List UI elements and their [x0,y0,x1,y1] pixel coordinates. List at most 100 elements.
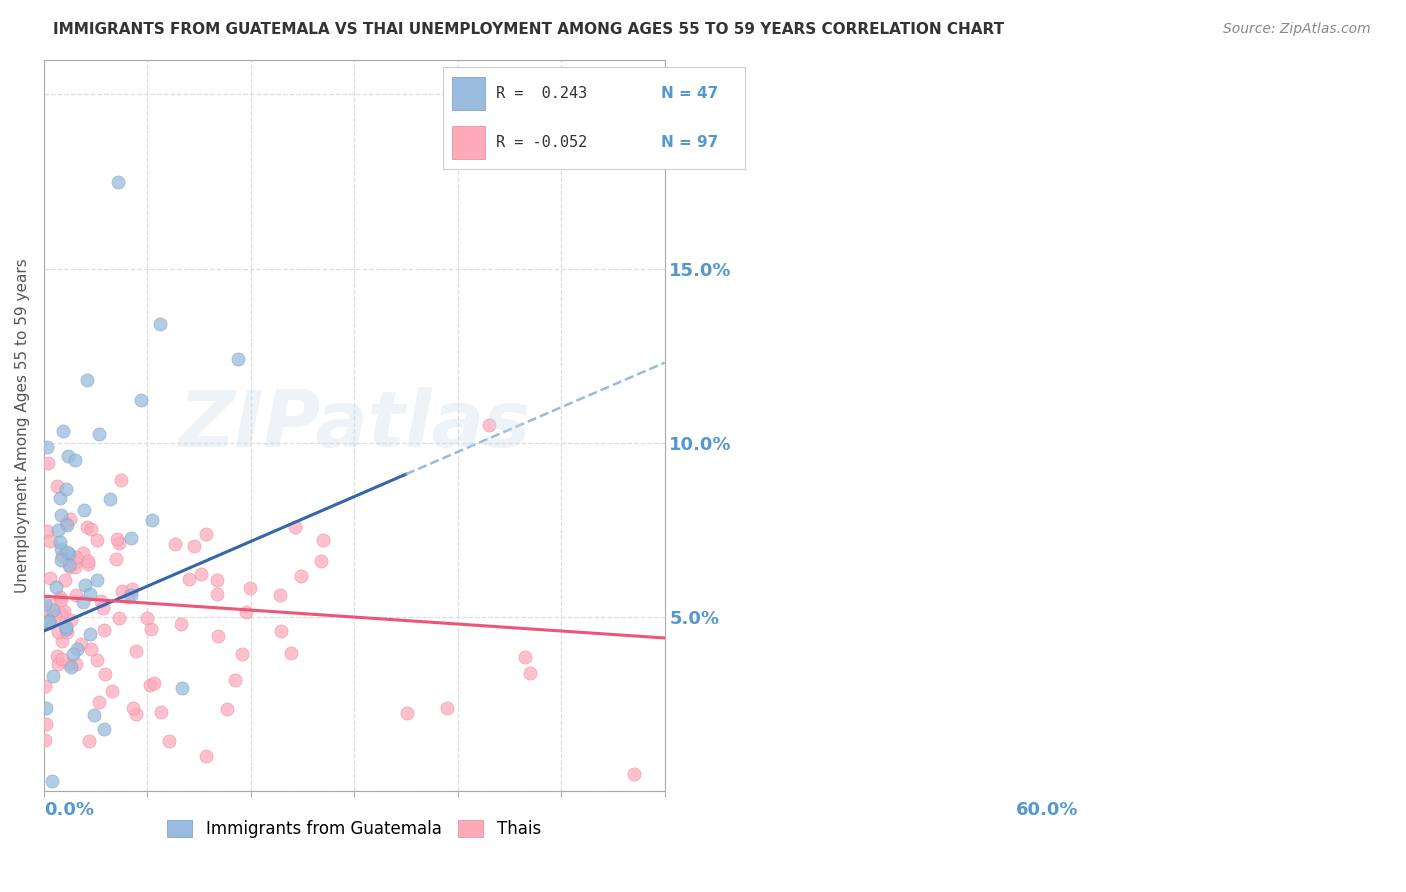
Point [101,684,124,698]
Point [39,599,62,613]
Point [107,535,129,549]
Point [59,560,82,574]
Point [55,482,77,496]
Point [436,700,458,714]
Point [80,642,103,657]
Point [44,609,66,624]
Point [125,644,148,658]
Point [58,547,80,561]
Point [138,678,160,692]
Point [49,541,72,556]
Point [150,705,173,719]
Point [86,573,108,587]
Point [231,648,253,662]
Point [224,673,246,687]
Point [519,665,541,680]
Point [284,520,307,534]
Point [58,450,80,464]
Point [79,587,101,601]
Point [90,593,112,607]
Point [56,545,79,559]
Point [46,648,69,663]
Point [58,657,80,672]
Point [165,537,187,551]
Point [73,503,96,517]
Point [55,622,77,636]
Point [79,627,101,641]
Text: IMMIGRANTS FROM GUATEMALA VS THAI UNEMPLOYMENT AMONG AGES 55 TO 59 YEARS CORRELA: IMMIGRANTS FROM GUATEMALA VS THAI UNEMPL… [53,22,1004,37]
Point [515,649,537,664]
Text: R = -0.052: R = -0.052 [496,135,588,150]
Point [177,572,200,586]
Point [59,512,82,526]
Point [73,578,96,592]
Point [52,604,75,618]
Point [108,611,131,625]
Point [91,600,114,615]
Point [86,653,108,667]
Point [65,554,87,568]
Point [87,695,110,709]
Point [125,707,148,722]
Point [55,624,77,639]
Point [142,676,165,690]
Text: R =  0.243: R = 0.243 [496,86,588,101]
Point [51,652,73,666]
Text: N = 47: N = 47 [661,86,718,101]
Y-axis label: Unemployment Among Ages 55 to 59 years: Unemployment Among Ages 55 to 59 years [15,258,30,593]
Point [48,535,70,549]
Point [107,175,129,189]
Point [46,625,69,640]
Point [111,583,134,598]
Point [39,534,62,549]
Point [35,701,58,715]
Text: 60.0%: 60.0% [1017,801,1078,819]
Point [120,588,142,602]
Point [60,613,83,627]
Point [51,549,73,564]
Point [49,553,72,567]
Point [49,590,72,604]
Point [93,722,115,736]
Point [190,566,212,581]
Point [41,773,63,788]
Point [51,607,73,621]
Legend: Immigrants from Guatemala, Thais: Immigrants from Guatemala, Thais [160,814,547,845]
Point [395,706,418,721]
Text: 0.0%: 0.0% [44,801,94,819]
Point [45,479,67,493]
Point [72,595,94,609]
Point [129,393,152,408]
Point [35,440,58,454]
Point [623,767,645,781]
Point [77,557,100,571]
Point [141,513,163,527]
Point [45,580,67,594]
Point [34,597,56,611]
Point [46,657,69,671]
Point [170,681,193,695]
Point [93,623,115,637]
Point [105,532,128,546]
Point [41,603,63,617]
Text: Source: ZipAtlas.com: Source: ZipAtlas.com [1223,22,1371,37]
Point [51,508,73,522]
Point [239,581,262,595]
Point [46,524,69,538]
Point [62,647,84,661]
Point [280,646,302,660]
Point [49,593,72,607]
Point [94,666,117,681]
Point [87,427,110,442]
Point [37,456,59,470]
Point [269,588,291,602]
Point [34,679,56,693]
Point [72,546,94,560]
Point [53,573,76,587]
Point [205,574,228,588]
Point [42,669,65,683]
Point [58,558,80,572]
Point [55,620,77,634]
Point [228,352,250,367]
Point [35,615,58,629]
